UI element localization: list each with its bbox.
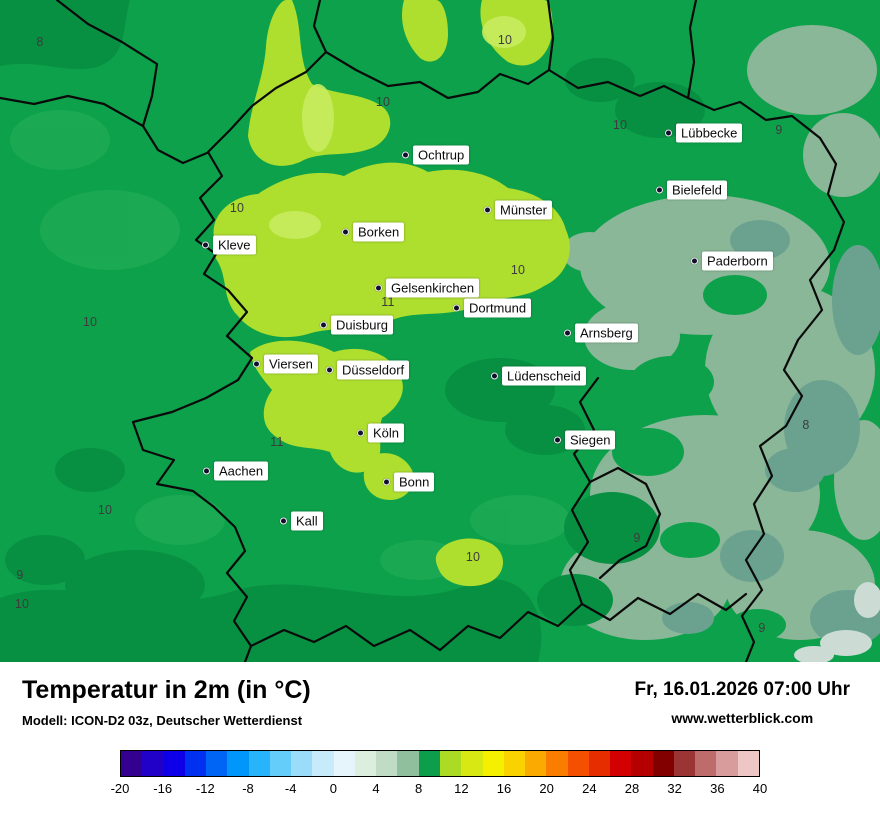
map-title: Temperatur in 2m (in °C) (22, 676, 311, 704)
legend-tick: 40 (752, 781, 768, 796)
legend-tick: -20 (110, 781, 130, 796)
model-info: Modell: ICON-D2 03z, Deutscher Wetterdie… (22, 713, 303, 728)
legend-segment (652, 751, 674, 776)
legend-segment (121, 751, 143, 776)
legend-segment (716, 751, 738, 776)
legend-tick: 16 (496, 781, 512, 796)
legend-segment (439, 751, 462, 776)
map-graphic (0, 0, 880, 662)
legend-segment (333, 751, 355, 776)
legend-segment (206, 751, 228, 776)
legend-segment (312, 751, 334, 776)
legend-segment (397, 751, 419, 776)
legend-segment (418, 751, 440, 776)
temperature-legend: -20 -16 -12 -8 -4 0 4 8 12 16 20 24 28 32 36 40 (111, 750, 768, 799)
legend-segment (248, 751, 270, 776)
map-footer: Temperatur in 2m (in °C) Modell: ICON-D2… (0, 662, 880, 830)
legend-segment (354, 751, 377, 776)
legend-segment (163, 751, 185, 776)
temperature-map: 8 10 10 10 9 10 10 11 10 8 11 10 9 10 9 10 9 Ochtrup Lübb… (0, 0, 880, 662)
website-url: www.wetterblick.com (671, 710, 814, 726)
legend-segment (525, 751, 547, 776)
legend-tick: -8 (242, 781, 254, 796)
legend-segment (269, 751, 292, 776)
legend-tick: -16 (153, 781, 173, 796)
footer-left: Temperatur in 2m (in °C) Modell: ICON-D2… (22, 676, 311, 728)
legend-segment (737, 751, 759, 776)
legend-tick: -12 (195, 781, 215, 796)
legend-tick: 20 (539, 781, 554, 796)
legend-tick: 36 (710, 781, 725, 796)
legend-tick: 28 (624, 781, 640, 796)
legend-tick: -4 (284, 781, 297, 796)
legend-segment (631, 751, 653, 776)
legend-segment (184, 751, 207, 776)
legend-segment (461, 751, 483, 776)
legend-segment (376, 751, 398, 776)
legend-segment (567, 751, 589, 776)
legend-segment (588, 751, 611, 776)
legend-tick: 32 (667, 781, 682, 796)
legend-segment (142, 751, 164, 776)
legend-segment (227, 751, 249, 776)
footer-right: Fr, 16.01.2026 07:00 Uhr www.wetterblick… (635, 676, 850, 726)
legend-segment (673, 751, 696, 776)
legend-tick: 4 (372, 781, 380, 796)
legend-segment (546, 751, 568, 776)
legend-tick: 8 (415, 781, 423, 796)
border-lines (0, 0, 846, 662)
legend-segment (610, 751, 632, 776)
legend-tick-labels: -20 -16 -12 -8 -4 0 4 8 12 16 20 24 28 32 36 40 (111, 781, 768, 799)
legend-segment (503, 751, 526, 776)
legend-tick: 12 (454, 781, 469, 796)
legend-segment (482, 751, 504, 776)
legend-tick: 24 (582, 781, 597, 796)
legend-tick: 0 (329, 781, 337, 796)
legend-segment (695, 751, 717, 776)
legend-segment (291, 751, 313, 776)
forecast-datetime: Fr, 16.01.2026 07:00 Uhr (634, 679, 850, 700)
legend-colorbar (120, 750, 760, 777)
